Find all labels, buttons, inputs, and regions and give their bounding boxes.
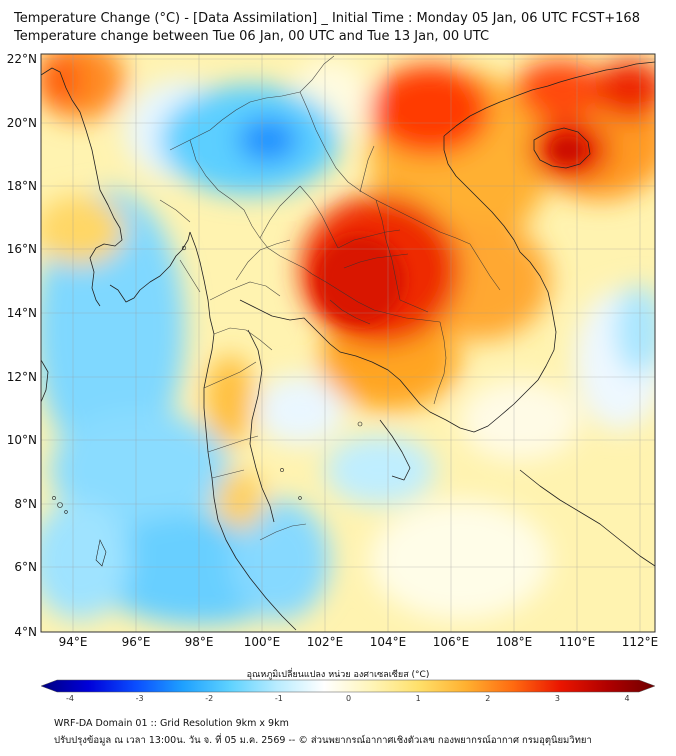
graticule <box>41 54 655 632</box>
colorbar-label: อุณหภูมิเปลี่ยนแปลง หน่วย องศาเซลเซียส (… <box>246 670 430 680</box>
lat-label: 12°N <box>7 370 37 384</box>
footer-line-1: WRF-DA Domain 01 :: Grid Resolution 9km … <box>54 718 289 729</box>
lat-label: 18°N <box>7 179 37 193</box>
colorbar-tick-label: -3 <box>136 694 144 703</box>
lat-label: 8°N <box>14 497 37 511</box>
lat-label: 4°N <box>14 625 37 639</box>
colorbar-tick-label: 4 <box>624 694 629 703</box>
field-layer <box>41 54 655 632</box>
footer-line-2: ปรับปรุงข้อมูล ณ เวลา 13:00น. วัน จ. ที่… <box>54 735 592 746</box>
colorbar-tick-label: 0 <box>346 694 351 703</box>
lat-label: 22°N <box>7 52 37 66</box>
lat-label: 6°N <box>14 560 37 574</box>
coastlines <box>41 61 655 631</box>
title-line-2: Temperature change between Tue 06 Jan, 0… <box>14 29 490 44</box>
country-borders <box>159 55 501 541</box>
lon-label: 96°E <box>122 635 151 649</box>
colorbar-strip <box>40 679 656 693</box>
longitude-labels: 94°E 96°E 98°E 100°E 102°E 104°E 106°E 108°E 110… <box>59 635 659 649</box>
lat-label: 16°N <box>7 242 37 256</box>
colorbar-tick-label: -2 <box>205 694 213 703</box>
colorbar-tick-label: 2 <box>485 694 490 703</box>
lat-label: 10°N <box>7 433 37 447</box>
lon-label: 94°E <box>59 635 88 649</box>
plot-frame <box>40 53 656 633</box>
lon-label: 108°E <box>496 635 533 649</box>
colorbar-tick-label: -4 <box>66 694 74 703</box>
colorbar: -4 -3 -2 -1 0 1 2 3 4 <box>40 679 656 703</box>
lon-label: 98°E <box>185 635 214 649</box>
lon-label: 112°E <box>622 635 659 649</box>
lat-label: 14°N <box>7 306 37 320</box>
lon-label: 106°E <box>433 635 470 649</box>
lon-label: 102°E <box>307 635 344 649</box>
colorbar-tick-label: 1 <box>416 694 421 703</box>
colorbar-tick-label: -1 <box>275 694 283 703</box>
lon-label: 100°E <box>244 635 281 649</box>
colorbar-tick-label: 3 <box>555 694 560 703</box>
lon-label: 110°E <box>559 635 596 649</box>
title-line-1: Temperature Change (°C) - [Data Assimila… <box>14 11 640 26</box>
lon-label: 104°E <box>370 635 407 649</box>
colorbar-ticks: -4 -3 -2 -1 0 1 2 3 4 <box>66 694 630 703</box>
lat-label: 20°N <box>7 116 37 130</box>
latitude-labels: 22°N 20°N 18°N 16°N 14°N 12°N 10°N 8°N 6°N 4°N <box>7 52 37 639</box>
islands <box>52 245 363 567</box>
